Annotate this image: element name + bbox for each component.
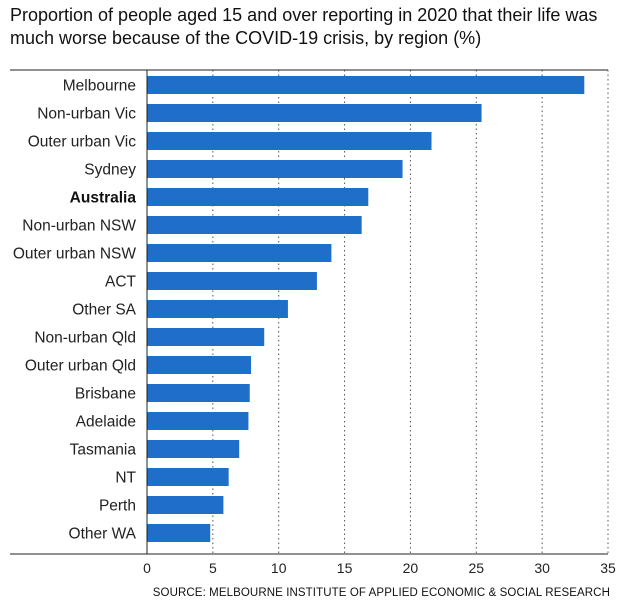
x-tick-labels: 0 5 10 15 20 25 30 35 <box>143 560 616 576</box>
bar-melbourne <box>147 76 585 94</box>
x-tick-label-0: 0 <box>143 560 151 576</box>
x-tick-label-5: 5 <box>209 560 217 576</box>
bar-nt <box>147 468 229 486</box>
category-label-tasmania: Tasmania <box>70 442 137 459</box>
x-tick-label-35: 35 <box>600 560 616 576</box>
category-label-outer-urban-nsw: Outer urban NSW <box>13 246 137 263</box>
category-label-non-urban-qld: Non-urban Qld <box>34 330 136 347</box>
bar-adelaide <box>147 412 249 430</box>
category-label-other-wa: Other WA <box>69 526 137 543</box>
category-label-melbourne: Melbourne <box>63 78 136 95</box>
axes <box>10 69 608 555</box>
bar-perth <box>147 496 224 514</box>
bars <box>147 76 585 542</box>
bar-act <box>147 272 317 290</box>
bar-outer-urban-nsw <box>147 244 332 262</box>
category-label-adelaide: Adelaide <box>76 414 136 431</box>
category-label-outer-urban-vic: Outer urban Vic <box>28 134 137 151</box>
x-tick-label-15: 15 <box>337 560 353 576</box>
category-label-brisbane: Brisbane <box>75 386 136 403</box>
bar-other-wa <box>147 524 211 542</box>
bar-outer-urban-qld <box>147 356 252 374</box>
x-tick-label-20: 20 <box>403 560 419 576</box>
bar-non-urban-nsw <box>147 216 362 234</box>
bar-other-sa <box>147 300 288 318</box>
category-labels: Melbourne Non-urban Vic Outer urban Vic Syd… <box>13 78 137 543</box>
category-label-other-sa: Other SA <box>72 302 136 319</box>
category-label-outer-urban-qld: Outer urban Qld <box>25 358 136 375</box>
x-tick-label-25: 25 <box>468 560 484 576</box>
bar-sydney <box>147 160 403 178</box>
bar-australia <box>147 188 369 206</box>
x-tick-label-10: 10 <box>271 560 287 576</box>
chart-title: Proportion of people aged 15 and over re… <box>10 5 598 48</box>
category-label-australia: Australia <box>70 190 137 207</box>
category-label-perth: Perth <box>99 498 136 515</box>
category-label-nt: NT <box>115 470 136 487</box>
category-label-non-urban-nsw: Non-urban NSW <box>22 218 136 235</box>
bar-non-urban-vic <box>147 104 482 122</box>
bar-brisbane <box>147 384 250 402</box>
category-label-non-urban-vic: Non-urban Vic <box>37 106 136 123</box>
bar-tasmania <box>147 440 240 458</box>
bar-outer-urban-vic <box>147 132 432 150</box>
bar-non-urban-qld <box>147 328 265 346</box>
source-note: SOURCE: MELBOURNE INSTITUTE OF APPLIED E… <box>152 587 610 599</box>
category-label-act: ACT <box>105 274 137 291</box>
x-tick-label-30: 30 <box>534 560 550 576</box>
category-label-sydney: Sydney <box>84 162 136 179</box>
